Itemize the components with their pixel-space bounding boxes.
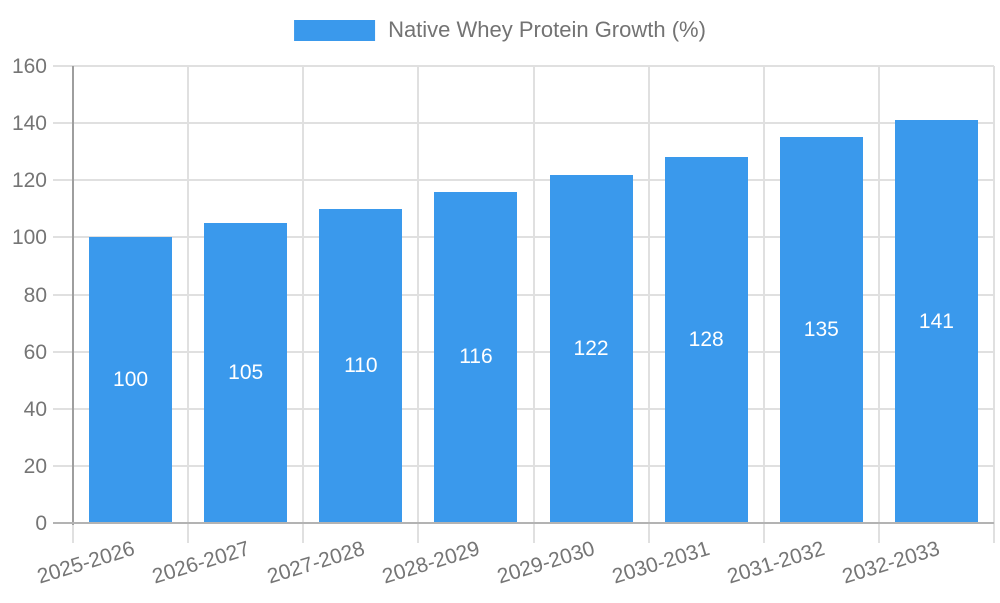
x-axis-tick (532, 523, 535, 543)
v-gridline (302, 66, 305, 523)
y-axis-line (72, 66, 74, 525)
y-axis-tick-label: 40 (23, 397, 47, 421)
y-axis-tick-label: 20 (23, 454, 47, 478)
legend-swatch (294, 19, 376, 41)
x-axis-tick (762, 523, 765, 543)
v-gridline (993, 66, 995, 523)
x-axis-tick (417, 523, 420, 543)
bar-2031-2032 (779, 137, 863, 523)
y-axis-tick (53, 293, 73, 296)
y-axis-tick (53, 236, 73, 239)
v-gridline (532, 66, 535, 523)
x-axis-tick (302, 523, 305, 543)
x-axis-line (53, 522, 994, 524)
bar-2029-2030 (549, 174, 633, 523)
bar-2027-2028 (319, 208, 403, 523)
legend-label: Native Whey Protein Growth (%) (388, 17, 706, 42)
y-axis-tick (53, 407, 73, 410)
bar-value-label: 141 (918, 309, 954, 333)
bar-value-label: 122 (573, 336, 609, 360)
x-axis-tick (647, 523, 650, 543)
bar-value-label: 116 (459, 345, 493, 369)
bar-value-label: 128 (688, 328, 724, 352)
x-axis-tick (877, 523, 880, 543)
bar-value-label: 100 (113, 368, 149, 392)
y-axis-tick (53, 179, 73, 182)
bar-2032-2033 (894, 120, 978, 523)
y-axis-tick-label: 0 (35, 512, 47, 535)
v-gridline (877, 66, 880, 523)
bar-2028-2029 (434, 191, 518, 523)
v-gridline (647, 66, 650, 523)
y-axis-tick-label: 120 (11, 169, 47, 193)
y-axis-tick (53, 122, 73, 125)
y-axis-tick-label: 60 (23, 340, 47, 364)
y-axis-tick-label: 80 (23, 283, 47, 307)
y-axis-tick (53, 65, 73, 67)
v-gridline (762, 66, 765, 523)
y-axis-tick-label: 140 (11, 112, 47, 136)
bar-value-label: 105 (228, 361, 264, 385)
chart-legend-item[interactable]: Native Whey Protein Growth (%) (294, 17, 706, 43)
x-axis-tick (993, 523, 995, 543)
bar-2025-2026 (89, 237, 173, 523)
x-axis-tick (72, 523, 74, 543)
bar-value-label: 135 (803, 318, 839, 342)
y-axis-tick (53, 350, 73, 353)
y-axis-tick (53, 464, 73, 467)
y-axis-tick-label: 100 (11, 226, 47, 250)
bar-value-label: 110 (344, 353, 378, 377)
v-gridline (187, 66, 190, 523)
bar-2026-2027 (204, 223, 288, 523)
v-gridline (417, 66, 420, 523)
x-axis-tick (187, 523, 190, 543)
bar-2030-2031 (664, 157, 748, 523)
y-axis-tick-label: 160 (11, 55, 47, 78)
